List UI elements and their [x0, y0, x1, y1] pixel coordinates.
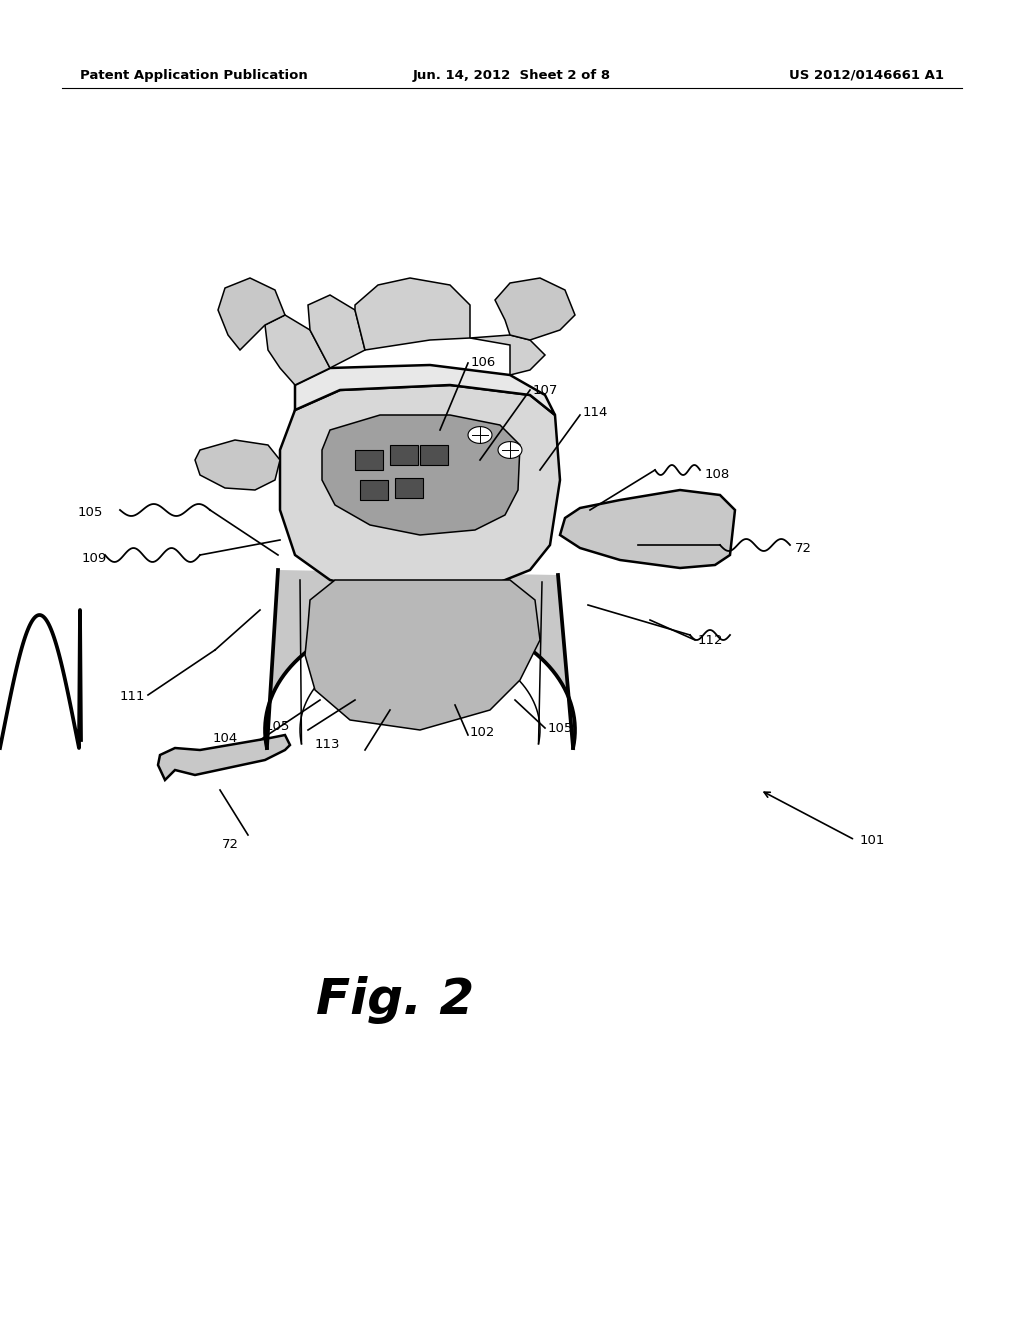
Polygon shape: [468, 426, 492, 444]
Polygon shape: [395, 478, 423, 498]
Text: 105: 105: [264, 721, 290, 734]
Text: 105: 105: [78, 506, 103, 519]
Polygon shape: [420, 445, 449, 465]
Text: 112: 112: [698, 634, 724, 647]
Polygon shape: [295, 366, 555, 414]
Text: 108: 108: [705, 467, 730, 480]
Polygon shape: [305, 579, 540, 730]
Polygon shape: [195, 440, 280, 490]
Text: 72: 72: [795, 541, 812, 554]
Polygon shape: [638, 504, 722, 556]
Text: 106: 106: [471, 356, 497, 370]
Text: US 2012/0146661 A1: US 2012/0146661 A1: [790, 69, 944, 82]
Polygon shape: [360, 480, 388, 500]
Polygon shape: [390, 445, 418, 465]
Text: 104: 104: [213, 731, 238, 744]
Polygon shape: [265, 315, 330, 385]
Text: Jun. 14, 2012  Sheet 2 of 8: Jun. 14, 2012 Sheet 2 of 8: [413, 69, 611, 82]
Polygon shape: [265, 570, 574, 748]
Text: 101: 101: [860, 833, 886, 846]
Text: Patent Application Publication: Patent Application Publication: [80, 69, 308, 82]
Polygon shape: [495, 279, 575, 341]
Text: 109: 109: [82, 552, 108, 565]
Text: 72: 72: [222, 838, 239, 851]
Text: 113: 113: [314, 738, 340, 751]
Polygon shape: [280, 385, 560, 595]
Text: 102: 102: [470, 726, 496, 739]
Polygon shape: [322, 414, 520, 535]
Polygon shape: [560, 490, 735, 568]
Polygon shape: [158, 735, 290, 780]
Polygon shape: [470, 335, 545, 375]
Polygon shape: [218, 279, 285, 350]
Polygon shape: [355, 279, 470, 350]
Text: 107: 107: [534, 384, 558, 396]
Text: 105: 105: [548, 722, 573, 734]
Text: 114: 114: [583, 407, 608, 420]
Polygon shape: [308, 294, 365, 368]
Text: Fig. 2: Fig. 2: [316, 975, 474, 1024]
Polygon shape: [355, 450, 383, 470]
Text: 111: 111: [120, 690, 145, 704]
Polygon shape: [498, 442, 522, 458]
